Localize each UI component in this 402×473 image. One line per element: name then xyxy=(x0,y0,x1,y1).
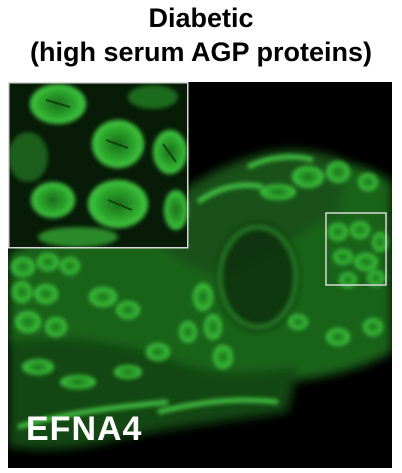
figure-title-line1: Diabetic xyxy=(148,3,254,33)
fluorescence-micrograph: EFNA4 xyxy=(8,82,392,468)
stain-label: EFNA4 xyxy=(26,410,143,448)
figure-title-line2: (high serum AGP proteins) xyxy=(29,37,373,67)
tissue-section-image xyxy=(8,82,392,450)
